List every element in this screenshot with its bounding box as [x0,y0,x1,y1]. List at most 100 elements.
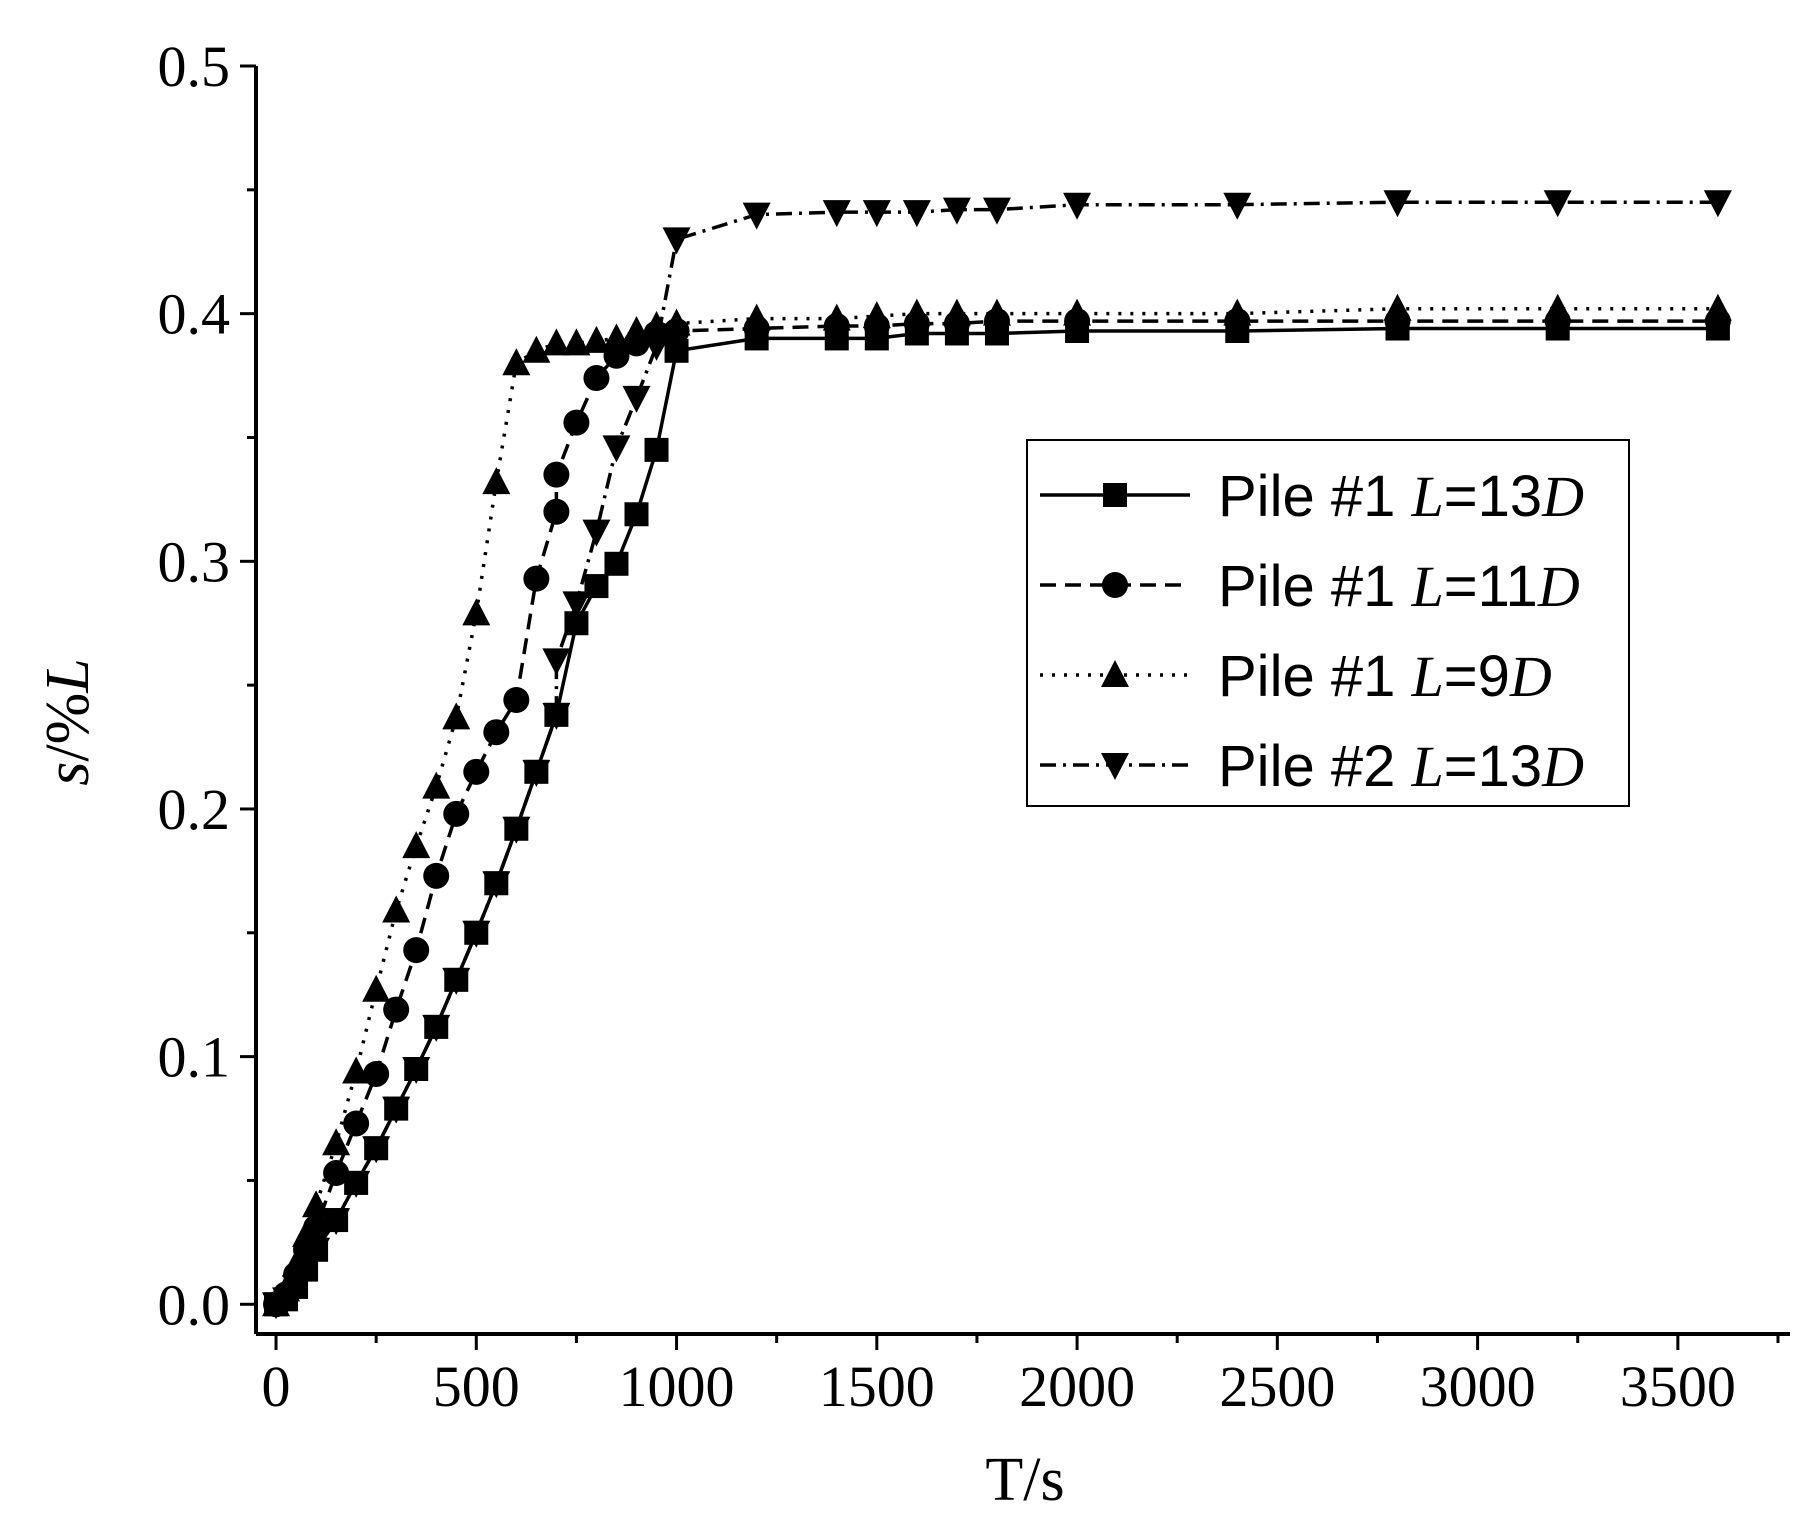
data-point [383,996,410,1023]
legend-box [1026,439,1630,807]
plot-area [262,190,1732,1320]
data-point [362,974,391,1002]
x-tick-label: 1500 [819,1354,935,1419]
data-point [483,719,510,746]
data-point [442,702,471,730]
series-4 [262,190,1732,1320]
data-point [342,1170,371,1198]
data-point [602,323,631,351]
axes [254,66,1790,1336]
legend-item: Pile #1 L=11D [1040,554,1580,619]
data-point [662,227,691,255]
data-point [362,1136,391,1164]
legend: Pile #1 L=13D Pile #1 L=11D Pile #1 L=9D Pi… [1026,439,1630,807]
data-point [443,800,470,827]
data-point [902,200,931,228]
legend-item: Pile #1 L=9D [1040,644,1552,709]
legend-label: Pile #1 L=9D [1218,644,1552,709]
legend-marker [1101,753,1129,780]
data-point [522,335,551,363]
y-tick-label: 0.3 [158,529,231,594]
data-point [482,871,511,899]
data-point [982,197,1011,225]
data-point [403,937,430,964]
data-point [942,298,971,326]
data-point [1223,298,1252,326]
x-tick-label: 3000 [1420,1354,1536,1419]
data-point [422,771,451,799]
data-point [382,895,411,923]
data-point [302,1190,331,1218]
data-point [543,498,570,525]
series-3 [262,293,1732,1317]
data-point [562,591,591,619]
data-point [822,200,851,228]
data-point [343,1110,370,1137]
data-point [322,1128,351,1156]
y-axis-title-symbol: s [34,762,102,786]
data-point [1063,298,1092,326]
y-axis-title-unit: /% [34,693,102,762]
data-point [1543,190,1572,218]
data-point [642,311,671,339]
series-line [274,306,1718,1306]
x-tick-label: 500 [433,1354,520,1419]
data-point [402,1057,431,1085]
data-point [442,967,471,995]
data-point [1223,192,1252,220]
data-point [604,551,629,576]
data-point [502,816,531,844]
data-point [982,298,1011,326]
legend-item: Pile #1 L=13D [1040,464,1584,529]
data-point [342,1056,371,1084]
series-line [275,326,1718,1306]
data-point [644,437,669,462]
data-point [1543,293,1572,321]
data-point [482,467,511,495]
data-point [902,298,931,326]
y-tick-label: 0.1 [158,1025,231,1090]
data-point [602,435,631,463]
x-tick-label: 1000 [619,1354,735,1419]
data-point [522,759,551,787]
data-point [1703,293,1732,321]
y-ticks: 0.0 0.1 0.2 0.3 0.4 0.5 [158,34,256,1337]
legend-label: Pile #2 L=13D [1218,734,1584,799]
x-tick-label: 3500 [1620,1354,1736,1419]
data-point [463,758,490,785]
data-point [1703,190,1732,218]
y-tick-label: 0.4 [158,282,231,347]
data-point [523,565,550,592]
data-point [562,328,591,356]
data-point [624,502,649,527]
data-point [422,1014,451,1042]
data-point [942,197,971,225]
data-point [302,1237,331,1265]
data-point [462,598,491,626]
data-point [822,303,851,331]
data-point [1383,190,1412,218]
data-point [402,831,431,859]
data-point [862,301,891,329]
data-point [742,202,771,230]
legend-marker [1102,572,1128,598]
y-tick-label: 0.0 [158,1272,231,1337]
data-point [322,1208,351,1236]
data-point [323,1160,350,1187]
data-point [292,1257,321,1285]
data-point [462,920,491,948]
data-point [363,1060,390,1087]
data-point [542,702,571,730]
data-point [582,325,611,353]
y-axis-title-length: L [34,658,102,693]
data-point [502,348,531,376]
data-point [282,1274,311,1302]
y-axis-title: s/%L [34,658,102,786]
x-axis-title: T/s [985,1446,1064,1514]
data-point [542,328,571,356]
data-point [583,365,610,392]
y-tick-label: 0.5 [158,34,231,99]
legend-marker [1103,483,1127,507]
series-line [275,200,1718,1306]
